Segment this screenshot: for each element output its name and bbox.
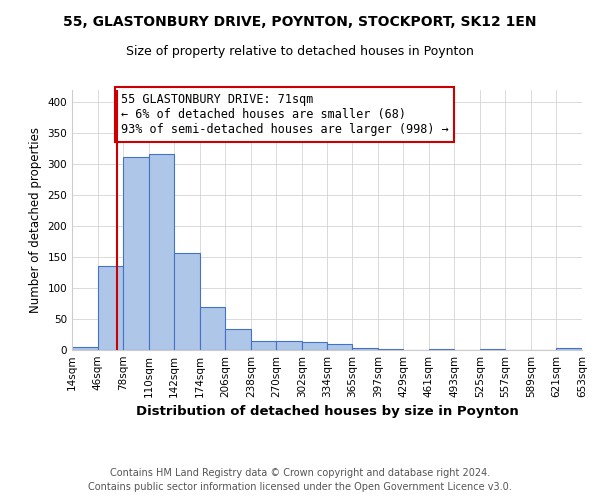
Text: Size of property relative to detached houses in Poynton: Size of property relative to detached ho… — [126, 45, 474, 58]
Bar — [72, 347, 98, 350]
Bar — [302, 342, 328, 350]
Bar — [277, 340, 302, 350]
Bar — [98, 266, 123, 350]
Bar — [251, 342, 277, 350]
Bar — [328, 344, 352, 350]
Bar — [556, 348, 582, 350]
Text: 55, GLASTONBURY DRIVE, POYNTON, STOCKPORT, SK12 1EN: 55, GLASTONBURY DRIVE, POYNTON, STOCKPOR… — [63, 15, 537, 29]
Text: Contains HM Land Registry data © Crown copyright and database right 2024.: Contains HM Land Registry data © Crown c… — [110, 468, 490, 477]
Bar — [174, 254, 200, 350]
X-axis label: Distribution of detached houses by size in Poynton: Distribution of detached houses by size … — [136, 406, 518, 418]
Bar — [352, 348, 377, 350]
Y-axis label: Number of detached properties: Number of detached properties — [29, 127, 42, 313]
Bar — [377, 349, 403, 350]
Bar — [200, 306, 225, 350]
Bar — [149, 154, 174, 350]
Text: Contains public sector information licensed under the Open Government Licence v3: Contains public sector information licen… — [88, 482, 512, 492]
Bar — [225, 329, 251, 350]
Text: 55 GLASTONBURY DRIVE: 71sqm
← 6% of detached houses are smaller (68)
93% of semi: 55 GLASTONBURY DRIVE: 71sqm ← 6% of deta… — [121, 93, 448, 136]
Bar — [480, 349, 505, 350]
Bar — [123, 158, 149, 350]
